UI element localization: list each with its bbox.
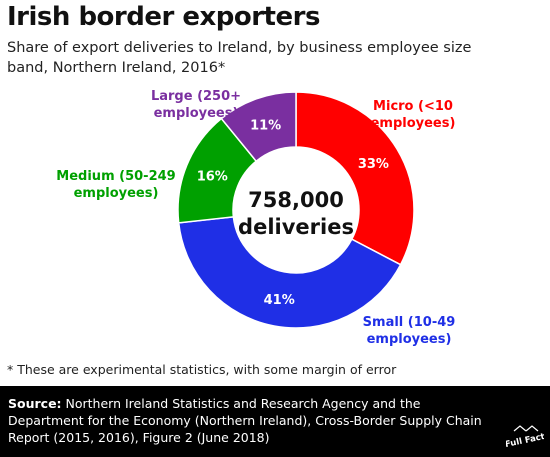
slice-category-label: Small (10-49 (363, 315, 456, 330)
slice-micro (295, 91, 415, 266)
slice-value-label: 16% (197, 170, 228, 185)
slice-small (177, 216, 402, 329)
slice-category-label: employees) (371, 116, 456, 131)
slice-value-label: 11% (250, 119, 281, 134)
slice-category-label: employees) (154, 106, 239, 121)
slice-category-label: employees) (74, 186, 159, 201)
footnote: * These are experimental statistics, wit… (7, 362, 397, 377)
slice-category-label: Medium (50-249 (56, 169, 175, 184)
donut-chart: 33% Micro (<10 employees) 41% Small (10-49 em… (56, 89, 456, 347)
center-total-unit: deliveries (238, 215, 354, 239)
source-body: Northern Ireland Statistics and Research… (8, 396, 482, 445)
center-total-value: 758,000 (248, 188, 344, 212)
full-fact-logo-icon: Full Fact (506, 425, 544, 449)
slice-category-label: Large (250+ (151, 89, 241, 104)
slice-category-label: Micro (<10 (373, 99, 453, 114)
source-bar: Source: Northern Ireland Statistics and … (0, 386, 550, 457)
logo-text: Full Fact (506, 432, 544, 449)
slice-value-label: 41% (264, 293, 295, 308)
slice-large (220, 91, 297, 163)
chart-subtitle: Share of export deliveries to Ireland, b… (7, 40, 472, 76)
chart-title: Irish border exporters (7, 2, 320, 32)
source-text: Source: Northern Ireland Statistics and … (8, 395, 498, 446)
slice-category-label: employees) (367, 332, 452, 347)
source-label: Source: (8, 396, 62, 411)
slice-value-label: 33% (358, 157, 389, 172)
